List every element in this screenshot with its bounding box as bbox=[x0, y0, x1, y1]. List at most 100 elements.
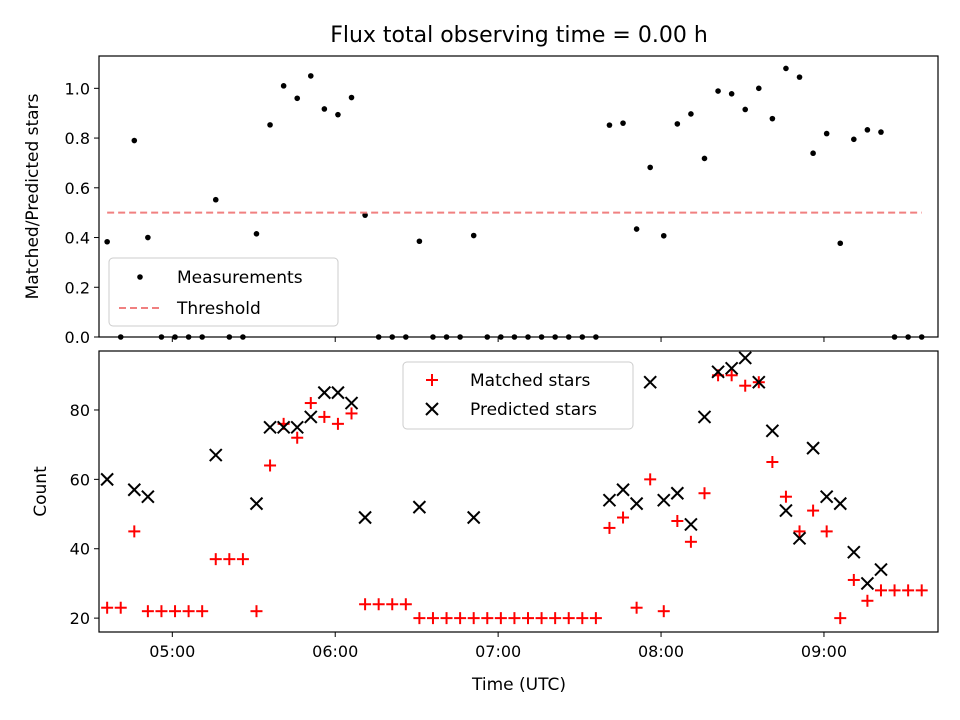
matched-star-point bbox=[834, 612, 847, 625]
matched-star-point bbox=[386, 598, 399, 611]
matched-star-point bbox=[399, 598, 412, 611]
top-y-axis-label: Matched/Predicted stars bbox=[23, 93, 43, 299]
matched-star-point bbox=[223, 553, 236, 566]
measurement-point bbox=[267, 122, 273, 128]
matched-star-point bbox=[413, 612, 426, 625]
predicted-star-point bbox=[317, 385, 332, 400]
y-tick-label: 40 bbox=[70, 540, 90, 559]
matched-star-point bbox=[331, 417, 344, 430]
matched-star-point bbox=[264, 459, 277, 472]
predicted-star-point bbox=[819, 489, 834, 504]
measurement-point bbox=[660, 232, 667, 239]
matched-star-point bbox=[345, 407, 358, 420]
predicted-star-point bbox=[738, 351, 752, 365]
matched-star-point bbox=[304, 397, 317, 410]
predicted-star-point bbox=[209, 448, 223, 462]
matched-star-point bbox=[915, 584, 928, 597]
top-legend-box bbox=[108, 257, 339, 327]
y-tick-label: 1.0 bbox=[65, 79, 90, 98]
measurement-point bbox=[878, 129, 884, 135]
y-tick-label: 0.6 bbox=[65, 179, 90, 198]
matched-star-point bbox=[481, 612, 494, 625]
matched-star-point bbox=[454, 612, 467, 625]
matched-star-point bbox=[562, 612, 575, 625]
matched-star-point bbox=[793, 525, 806, 538]
predicted-star-point bbox=[331, 385, 345, 400]
matched-star-point bbox=[426, 612, 439, 625]
predicted-star-point bbox=[602, 493, 617, 507]
legend-matched-marker bbox=[426, 374, 438, 386]
measurement-point bbox=[131, 137, 138, 144]
matched-star-point bbox=[820, 525, 833, 538]
predicted-star-point bbox=[779, 503, 793, 518]
predicted-star-point bbox=[290, 420, 304, 435]
predicted-star-point bbox=[765, 424, 780, 438]
matched-star-point bbox=[318, 410, 331, 423]
measurement-point bbox=[362, 212, 368, 218]
predicted-star-point bbox=[263, 420, 277, 435]
matched-star-point bbox=[440, 612, 453, 625]
legend-matched-label: Matched stars bbox=[470, 371, 590, 391]
matched-star-point bbox=[779, 490, 792, 503]
legend-measurements-label: Measurements bbox=[177, 268, 303, 288]
matched-star-point bbox=[359, 598, 372, 611]
measurement-point bbox=[145, 234, 151, 241]
measurement-point bbox=[307, 73, 314, 79]
predicted-star-point bbox=[792, 531, 807, 546]
x-tick-label: 07:00 bbox=[475, 642, 521, 661]
top-legend: Measurements Threshold bbox=[108, 257, 339, 327]
measurement-point bbox=[755, 85, 762, 92]
measurement-point bbox=[769, 115, 776, 122]
predicted-star-point bbox=[344, 396, 359, 410]
predicted-star-point bbox=[100, 472, 114, 487]
measurement-point bbox=[606, 122, 613, 128]
matched-star-point bbox=[589, 612, 602, 625]
top-panel-frame bbox=[98, 55, 939, 338]
matched-star-point bbox=[101, 601, 114, 614]
measurement-point bbox=[728, 90, 735, 97]
x-tick-label: 09:00 bbox=[801, 642, 847, 661]
measurement-point bbox=[837, 240, 844, 247]
measurement-point bbox=[280, 83, 287, 89]
measurement-point bbox=[715, 88, 721, 94]
matched-star-point bbox=[182, 605, 195, 618]
measurement-point bbox=[321, 106, 328, 112]
matched-star-point bbox=[902, 584, 915, 597]
measurement-point bbox=[416, 238, 423, 245]
legend-predicted-label: Predicted stars bbox=[470, 400, 597, 420]
top-panel-ticks: 0.0 0.2 0.4 0.6 0.8 1.0 bbox=[65, 79, 825, 347]
legend-predicted-marker bbox=[425, 402, 439, 416]
matched-star-point bbox=[236, 553, 249, 566]
measurement-point bbox=[253, 231, 260, 237]
predicted-star-point bbox=[412, 500, 427, 514]
matched-star-point bbox=[657, 605, 670, 618]
measurement-point bbox=[470, 232, 477, 239]
matched-star-point bbox=[508, 612, 521, 625]
predicted-star-point bbox=[833, 496, 847, 511]
matched-star-point bbox=[766, 456, 779, 469]
measurement-point bbox=[294, 95, 301, 102]
x-tick-label: 05:00 bbox=[149, 642, 195, 661]
matched-star-point bbox=[250, 605, 263, 618]
matched-star-point bbox=[114, 601, 127, 614]
predicted-star-point bbox=[847, 545, 861, 559]
measurement-point bbox=[810, 150, 816, 157]
measurement-point bbox=[633, 226, 640, 232]
predicted-star-point bbox=[724, 361, 739, 376]
bottom-legend-box bbox=[402, 361, 634, 430]
predicted-star-point bbox=[616, 483, 630, 497]
measurement-point bbox=[212, 196, 219, 203]
measurement-point bbox=[647, 164, 653, 171]
predicted-star-point bbox=[657, 493, 671, 507]
matched-star-point bbox=[494, 612, 507, 625]
bottom-legend: Matched stars Predicted stars bbox=[402, 361, 634, 430]
matched-star-point bbox=[467, 612, 480, 625]
predicted-star-point bbox=[304, 410, 318, 424]
matched-star-point bbox=[155, 605, 168, 618]
predicted-star-point bbox=[276, 420, 291, 435]
y-tick-label: 60 bbox=[70, 470, 90, 489]
matched-star-point bbox=[522, 612, 535, 625]
matched-star-point bbox=[847, 573, 860, 586]
predicted-star-point bbox=[127, 483, 142, 497]
matched-star-point bbox=[291, 431, 304, 444]
